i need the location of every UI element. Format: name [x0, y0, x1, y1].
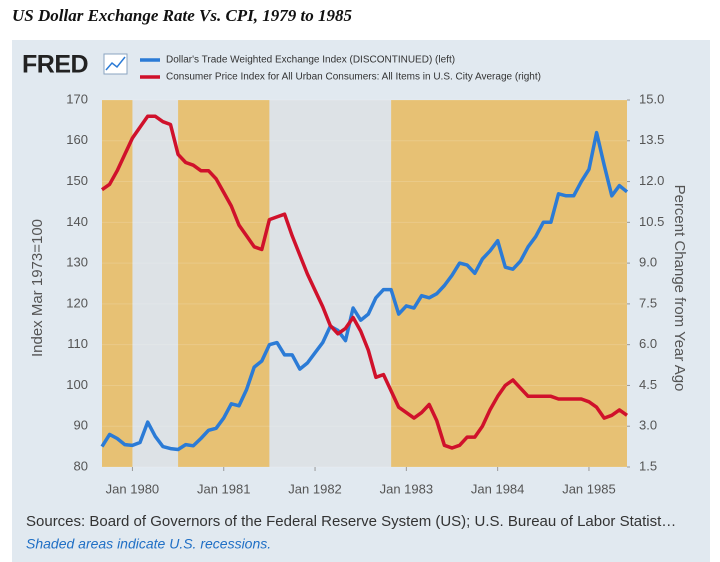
- y2-tick-label: 3.0: [639, 418, 657, 433]
- logo: FRED: [22, 51, 88, 79]
- x-tick-label: Jan 1980: [106, 481, 160, 496]
- y2-tick-label: 4.5: [639, 377, 657, 392]
- y-tick-label: 90: [74, 418, 88, 433]
- y2-tick-label: 13.5: [639, 132, 664, 147]
- y2-tick-label: 1.5: [639, 458, 657, 473]
- y-tick-label: 140: [66, 214, 88, 229]
- y-tick-label: 80: [74, 458, 88, 473]
- y2-tick-label: 10.5: [639, 214, 664, 229]
- data-line: [100, 114, 629, 450]
- y-axis-label: Index Mar 1973=100: [29, 219, 46, 357]
- source-text: Sources: Board of Governors of the Feder…: [26, 513, 676, 530]
- x-tick-label: Jan 1981: [197, 481, 251, 496]
- legend-label: Consumer Price Index for All Urban Consu…: [166, 72, 541, 83]
- recession-shading: [132, 100, 179, 467]
- y-tick-label: 120: [66, 295, 88, 310]
- y-tick-label: 130: [66, 255, 88, 270]
- y-tick-label: 150: [66, 173, 88, 188]
- y-tick-label: 100: [66, 377, 88, 392]
- y2-tick-label: 7.5: [639, 295, 657, 310]
- chart-title: US Dollar Exchange Rate Vs. CPI, 1979 to…: [12, 6, 353, 25]
- y2-tick-label: 9.0: [639, 255, 657, 270]
- y-tick-label: 170: [66, 91, 88, 106]
- y2-axis-label: Percent Change from Year Ago: [671, 185, 688, 392]
- legend-label: Dollar's Trade Weighted Exchange Index (…: [166, 55, 455, 66]
- logo-icon: [103, 53, 128, 75]
- y2-tick-label: 15.0: [639, 91, 664, 106]
- x-tick-label: Jan 1982: [288, 481, 342, 496]
- x-tick-label: Jan 1985: [562, 481, 616, 496]
- data-line: [100, 130, 629, 452]
- x-tick-label: Jan 1983: [380, 481, 434, 496]
- recession-shading: [269, 100, 392, 467]
- recession-note: Shaded areas indicate U.S. recessions.: [26, 536, 271, 552]
- y2-tick-label: 6.0: [639, 336, 657, 351]
- y2-tick-label: 12.0: [639, 173, 664, 188]
- y-tick-label: 110: [67, 336, 88, 351]
- y-tick-label: 160: [66, 132, 88, 147]
- x-tick-label: Jan 1984: [471, 481, 525, 496]
